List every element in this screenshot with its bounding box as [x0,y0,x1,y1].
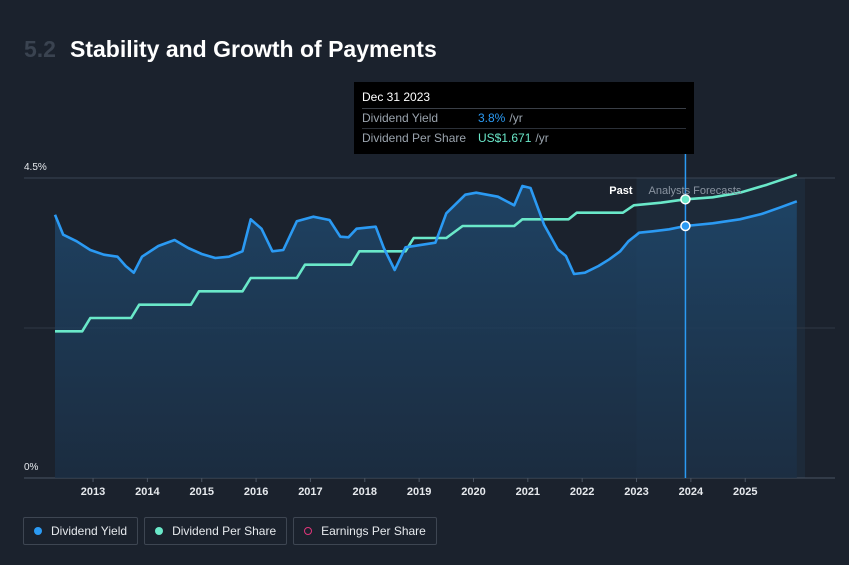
tooltip-value: 3.8% [478,111,506,125]
x-tick-label: 2018 [353,486,377,498]
tooltip-row-dividend-per-share: Dividend Per Share US$1.671 /yr [362,129,686,148]
x-tick-label: 2025 [733,486,757,498]
dividend-per-share-line [55,173,798,333]
tooltip-unit: /yr [509,111,523,125]
y-tick-label: 0% [24,462,39,473]
title-row: 5.2 Stability and Growth of Payments [24,36,437,63]
tooltip-label: Dividend Per Share [362,131,467,145]
legend-label: Dividend Per Share [172,524,277,538]
y-tick-label: 4.5% [24,162,47,173]
legend-label: Dividend Yield [51,524,128,538]
x-tick-label: 2013 [81,486,105,498]
tooltip-label: Dividend Yield [362,111,439,125]
data-marker [680,194,691,205]
tooltip-row-dividend-yield: Dividend Yield 3.8% /yr [362,109,686,129]
tooltip-value: US$1.671 [478,131,532,145]
x-tick-label: 2024 [679,486,704,498]
legend-dot-icon [155,527,164,535]
tooltip-date: Dec 31 2023 [362,90,686,109]
tooltip-unit: /yr [535,131,549,145]
forecast-label: Analysts Forecasts [649,185,742,197]
page-title: Stability and Growth of Payments [69,36,437,62]
legend-dot-icon [34,527,42,535]
legend-dividend-per-share[interactable]: Dividend Per Share [144,517,288,545]
data-marker [680,220,691,232]
x-tick-label: 2019 [407,486,431,498]
legend-label: Earnings Per Share [321,524,426,538]
legend-ring-icon [304,527,313,535]
x-tick-label: 2023 [624,486,648,498]
section-number: 5.2 [24,36,56,62]
x-tick-label: 2021 [516,486,540,498]
x-tick-label: 2016 [244,486,268,498]
x-tick-label: 2014 [135,486,160,498]
x-tick-label: 2017 [298,486,322,498]
x-tick-label: 2015 [189,486,213,498]
past-label: Past [609,185,633,197]
x-tick-label: 2022 [570,486,594,498]
x-tick-label: 2020 [461,486,485,498]
chart-legend: Dividend Yield Dividend Per Share Earnin… [23,517,443,545]
legend-earnings-per-share[interactable]: Earnings Per Share [293,517,437,545]
dividend-yield-line [53,184,798,276]
chart-tooltip: Dec 31 2023 Dividend Yield 3.8% /yr Divi… [354,82,694,154]
legend-dividend-yield[interactable]: Dividend Yield [23,517,139,545]
